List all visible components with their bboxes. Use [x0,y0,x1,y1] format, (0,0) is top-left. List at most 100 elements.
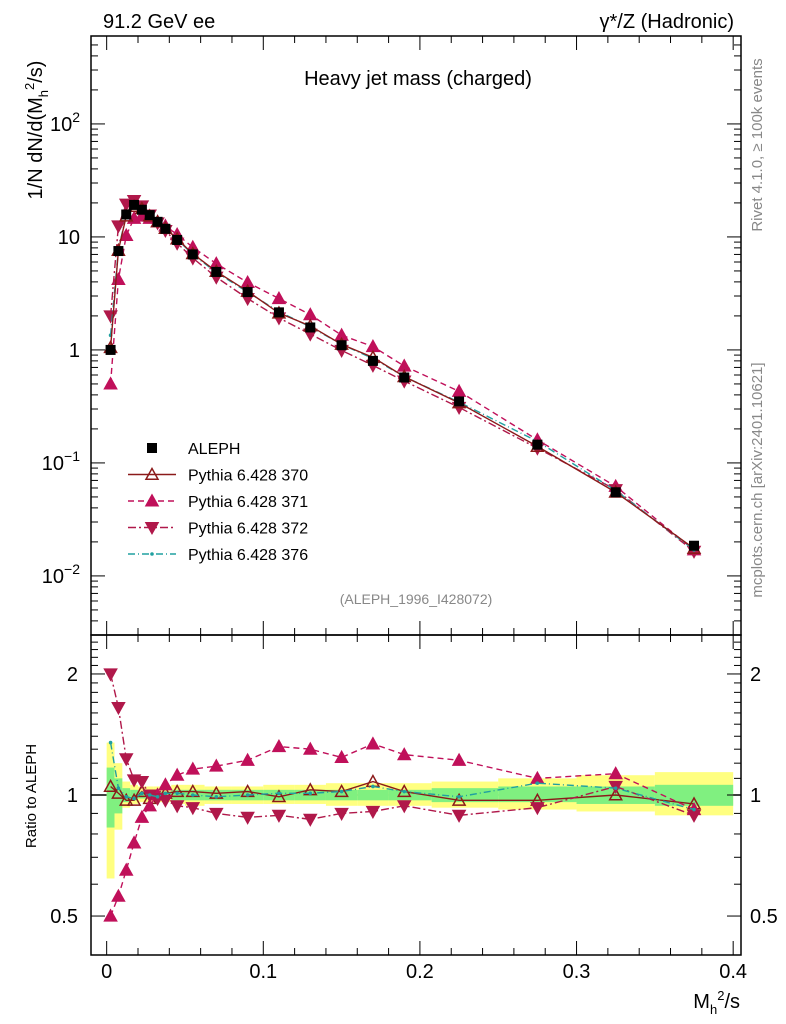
ratio-point [169,783,185,798]
ratio-point [530,802,545,816]
data-point [136,204,147,215]
ratio-point [402,789,407,794]
ratio-point [111,888,126,902]
ratio-point [271,738,287,753]
ratio-point [175,791,179,796]
analysis-watermark: (ALEPH_1996_I428072) [340,591,493,607]
band-inner-bin [204,789,232,801]
ratio-point [111,702,126,716]
x-axis-title: Mh2/s [693,988,740,1017]
ratio-line [109,673,695,821]
ratio-point [132,796,136,801]
x-axis-title-text: Mh2/s [693,988,740,1017]
ratio-point [339,789,344,794]
ratio-point [124,794,129,799]
ratio-axis-title: Ratio to ALEPH [23,744,40,848]
ratio-point [185,761,201,775]
data-point [273,307,284,318]
x-tick-label: 0.4 [719,961,747,983]
header-left: 91.2 GeV ee [103,11,215,33]
ratio-point [451,752,467,766]
main-frame-border [90,35,742,636]
data-point [211,266,222,277]
data-point [303,307,318,321]
legend-marker [144,466,160,481]
y-tick-label: 10 [58,227,80,249]
x-tick-label: 0.1 [249,961,277,983]
ratio-point [334,783,349,798]
ratio-point [118,792,134,806]
data-point [187,249,198,260]
data-point [144,210,155,221]
ratio-point [245,793,250,797]
ratio-series-p376 [108,740,696,812]
legend-marker [147,443,157,453]
x-tick-label: 0 [101,961,112,983]
ratio-point [103,778,118,793]
band-inner-bin [263,789,295,801]
data-point [105,344,116,355]
ratio-point [334,807,349,821]
ratio-point [118,753,134,767]
axis-ticks [91,35,741,956]
mcplots-label: mcplots.cern.ch [arXiv:2401.10621] [749,362,766,597]
chart-title: Heavy jet mass (charged) [304,68,532,90]
data-point [242,287,253,298]
ratio-series-p370 [103,774,702,810]
ratio-point [308,791,313,796]
series-data [105,199,700,551]
ratio-point [334,749,349,763]
ratio-point [126,835,142,849]
ratio-point [371,784,375,789]
ratio-y-tick-label-right: 1 [750,785,761,807]
x-tick-label: 0.2 [406,961,434,983]
legend-marker [150,552,154,556]
ratio-point [613,786,618,790]
y-tick-label: 1 [69,340,80,362]
ratio-point [457,794,461,799]
data-point [689,540,700,551]
data-point [399,372,410,383]
ratio-point [103,668,118,682]
ratio-point [158,794,173,808]
data-point [532,439,543,450]
ratio-y-tick-label: 2 [67,664,78,686]
data-point [454,396,465,407]
legend-marker [144,493,160,507]
header-right: γ*/Z (Hadronic) [600,11,734,33]
ratio-y-tick-label-right: 2 [750,664,761,686]
ratio-point [126,792,142,806]
ratio-point [240,752,255,766]
data-point [271,290,287,305]
ratio-point [163,791,168,796]
ratio-series-p372 [103,668,702,827]
band-inner-bin [357,789,389,801]
ratio-y-tick-label-right: 0.5 [750,906,778,928]
ratio-point [118,862,134,876]
ratio-line [109,743,695,917]
ratio-point [134,776,150,790]
ratio-point [191,793,195,797]
ratio-point [608,766,623,780]
y-axis-title: 1/N dN/d(Mh2/s) [22,61,51,200]
ratio-point [142,798,158,812]
legend-marker [144,521,160,536]
ratio-point [169,767,185,781]
data-point [334,327,349,341]
ratio-point [209,807,224,821]
data-point [121,209,132,220]
ratio-point [111,785,126,799]
data-point [305,322,316,333]
ratio-point [451,792,467,806]
ratio-point [277,791,281,796]
ratio-line [110,780,695,805]
ratio-point [140,791,144,796]
data-point [113,246,124,257]
ratio-point [303,741,318,755]
ratio-series-p371 [103,736,702,922]
main-plot-frame [90,35,742,636]
ratio-point [158,777,173,791]
data-point [172,234,183,245]
ratio-point [303,813,318,827]
ratio-point [147,793,152,797]
